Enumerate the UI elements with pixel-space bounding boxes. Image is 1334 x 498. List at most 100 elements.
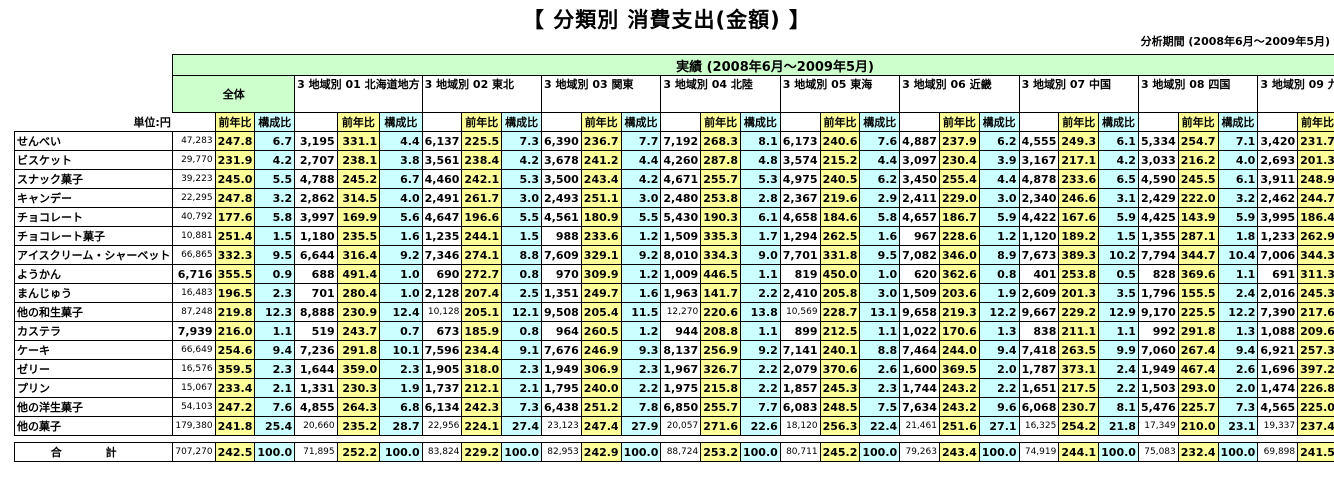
amount-cell: 964: [541, 321, 582, 341]
yoy-cell: 251.4: [214, 226, 256, 246]
amount-cell: 1,235: [421, 226, 463, 246]
yoy-cell: 370.6: [819, 359, 861, 379]
yoy-cell: 245.0: [214, 169, 256, 189]
yoy-cell: 230.9: [336, 302, 381, 322]
amount-cell: 4,671: [660, 169, 702, 189]
blank-cell: [422, 113, 462, 132]
category-label: スナック菓子: [13, 169, 174, 189]
yoy-cell: 228.7: [819, 302, 861, 322]
yoy-cell: 225.7: [1177, 397, 1219, 417]
amount-cell: 1,737: [421, 378, 463, 398]
amount-cell: 992: [1137, 321, 1179, 341]
amount-cell: 7,939: [172, 321, 216, 341]
yoy-cell: 467.4: [1177, 359, 1219, 379]
region-header: 3 地域別 06 近畿: [899, 75, 1020, 113]
blank-cell: [661, 113, 701, 132]
amount-cell: 4,658: [779, 207, 821, 227]
share-cell: 5.9: [1217, 207, 1259, 227]
amount-cell: 5,476: [1137, 397, 1179, 417]
share-cell: 0.5: [1098, 264, 1139, 284]
yoy-cell: 271.6: [700, 416, 741, 436]
yoy-header: 前年比: [336, 112, 381, 132]
share-cell: 21.8: [1098, 416, 1139, 436]
yoy-header: 前年比: [580, 112, 622, 132]
total-row: 合 計 707,270 242.5 100.0 71,895 252.2 100.0 83,8…: [13, 442, 1334, 462]
table-row: ようかん 6,716 355.5 0.9 688 491.4 1.0 690 272.7 0.8 9…: [13, 264, 1334, 284]
yoy-cell: 242.3: [461, 397, 503, 417]
yoy-cell: 334.3: [700, 245, 741, 265]
amount-cell: 17,349: [1137, 416, 1179, 436]
amount-cell: 79,263: [899, 442, 940, 462]
amount-cell: 22,295: [172, 188, 216, 208]
share-cell: 7.6: [859, 131, 901, 151]
share-cell: 5.8: [859, 207, 901, 227]
yoy-cell: 355.5: [214, 264, 256, 284]
yoy-cell: 180.9: [580, 207, 622, 227]
share-cell: 6.7: [379, 169, 423, 189]
amount-cell: 20,057: [660, 416, 702, 436]
region-header: 3 地域別 02 東北: [421, 75, 543, 113]
share-cell: 7.5: [859, 397, 901, 417]
share-cell: 9.9: [1098, 340, 1139, 360]
yoy-cell: 243.7: [336, 321, 381, 341]
yoy-cell: 257.3: [1297, 340, 1334, 360]
amount-cell: 75,083: [1137, 442, 1179, 462]
share-cell: 23.1: [1217, 416, 1259, 436]
yoy-cell: 244.1: [1058, 442, 1100, 462]
yoy-cell: 240.0: [580, 378, 622, 398]
amount-cell: 828: [1137, 264, 1179, 284]
category-label: アイスクリーム・シャーベット: [13, 245, 174, 265]
yoy-cell: 241.5: [1297, 442, 1334, 462]
share-cell: 5.8: [254, 207, 296, 227]
yoy-cell: 287.1: [1177, 226, 1219, 246]
blank-cell: [900, 113, 940, 132]
amount-cell: 7,060: [1137, 340, 1179, 360]
share-cell: 1.1: [859, 321, 901, 341]
share-cell: 1.9: [379, 378, 423, 398]
share-cell: 27.4: [501, 416, 542, 436]
amount-cell: 4,460: [421, 169, 463, 189]
yoy-cell: 217.6: [1297, 302, 1334, 322]
amount-cell: 1,351: [541, 283, 582, 303]
amount-cell: 69,898: [1257, 442, 1299, 462]
blank-cell: [15, 55, 173, 76]
amount-cell: 6,137: [421, 131, 463, 151]
share-cell: 5.3: [739, 169, 781, 189]
yoy-cell: 344.7: [1177, 245, 1219, 265]
amount-cell: 2,367: [779, 188, 821, 208]
amount-cell: 9,170: [1137, 302, 1179, 322]
table-row: ビスケット 29,770 231.9 4.2 2,707 238.1 3.8 3,561 238…: [13, 150, 1334, 170]
amount-cell: 82,953: [541, 442, 582, 462]
yoy-cell: 346.0: [938, 245, 980, 265]
amount-cell: 838: [1018, 321, 1060, 341]
yoy-cell: 262.5: [819, 226, 861, 246]
share-cell: 8.1: [739, 131, 781, 151]
amount-cell: 16,325: [1018, 416, 1060, 436]
amount-cell: 16,576: [172, 359, 216, 379]
yoy-cell: 170.6: [938, 321, 980, 341]
yoy-cell: 248.9: [1297, 169, 1334, 189]
yoy-header: 前年比: [1058, 112, 1100, 132]
yoy-cell: 243.2: [938, 397, 980, 417]
share-cell: 2.0: [1217, 378, 1259, 398]
share-cell: 3.9: [978, 150, 1020, 170]
share-cell: 100.0: [501, 442, 542, 462]
yoy-cell: 240.6: [819, 131, 861, 151]
share-cell: 0.9: [254, 264, 296, 284]
blank-cell: [295, 113, 337, 132]
yoy-cell: 243.2: [938, 378, 980, 398]
yoy-cell: 369.5: [938, 359, 980, 379]
amount-cell: 21,461: [899, 416, 940, 436]
yoy-cell: 167.6: [1058, 207, 1100, 227]
yoy-cell: 141.7: [700, 283, 741, 303]
yoy-cell: 143.9: [1177, 207, 1219, 227]
amount-cell: 7,082: [899, 245, 940, 265]
share-cell: 2.4: [1098, 359, 1139, 379]
amount-cell: 1,355: [1137, 226, 1179, 246]
yoy-cell: 245.3: [1297, 283, 1334, 303]
amount-cell: 54,103: [172, 397, 216, 417]
amount-cell: 10,128: [421, 302, 463, 322]
yoy-cell: 335.3: [700, 226, 741, 246]
region-header: 3 地域別 08 四国: [1137, 75, 1259, 113]
amount-cell: 1,009: [660, 264, 702, 284]
